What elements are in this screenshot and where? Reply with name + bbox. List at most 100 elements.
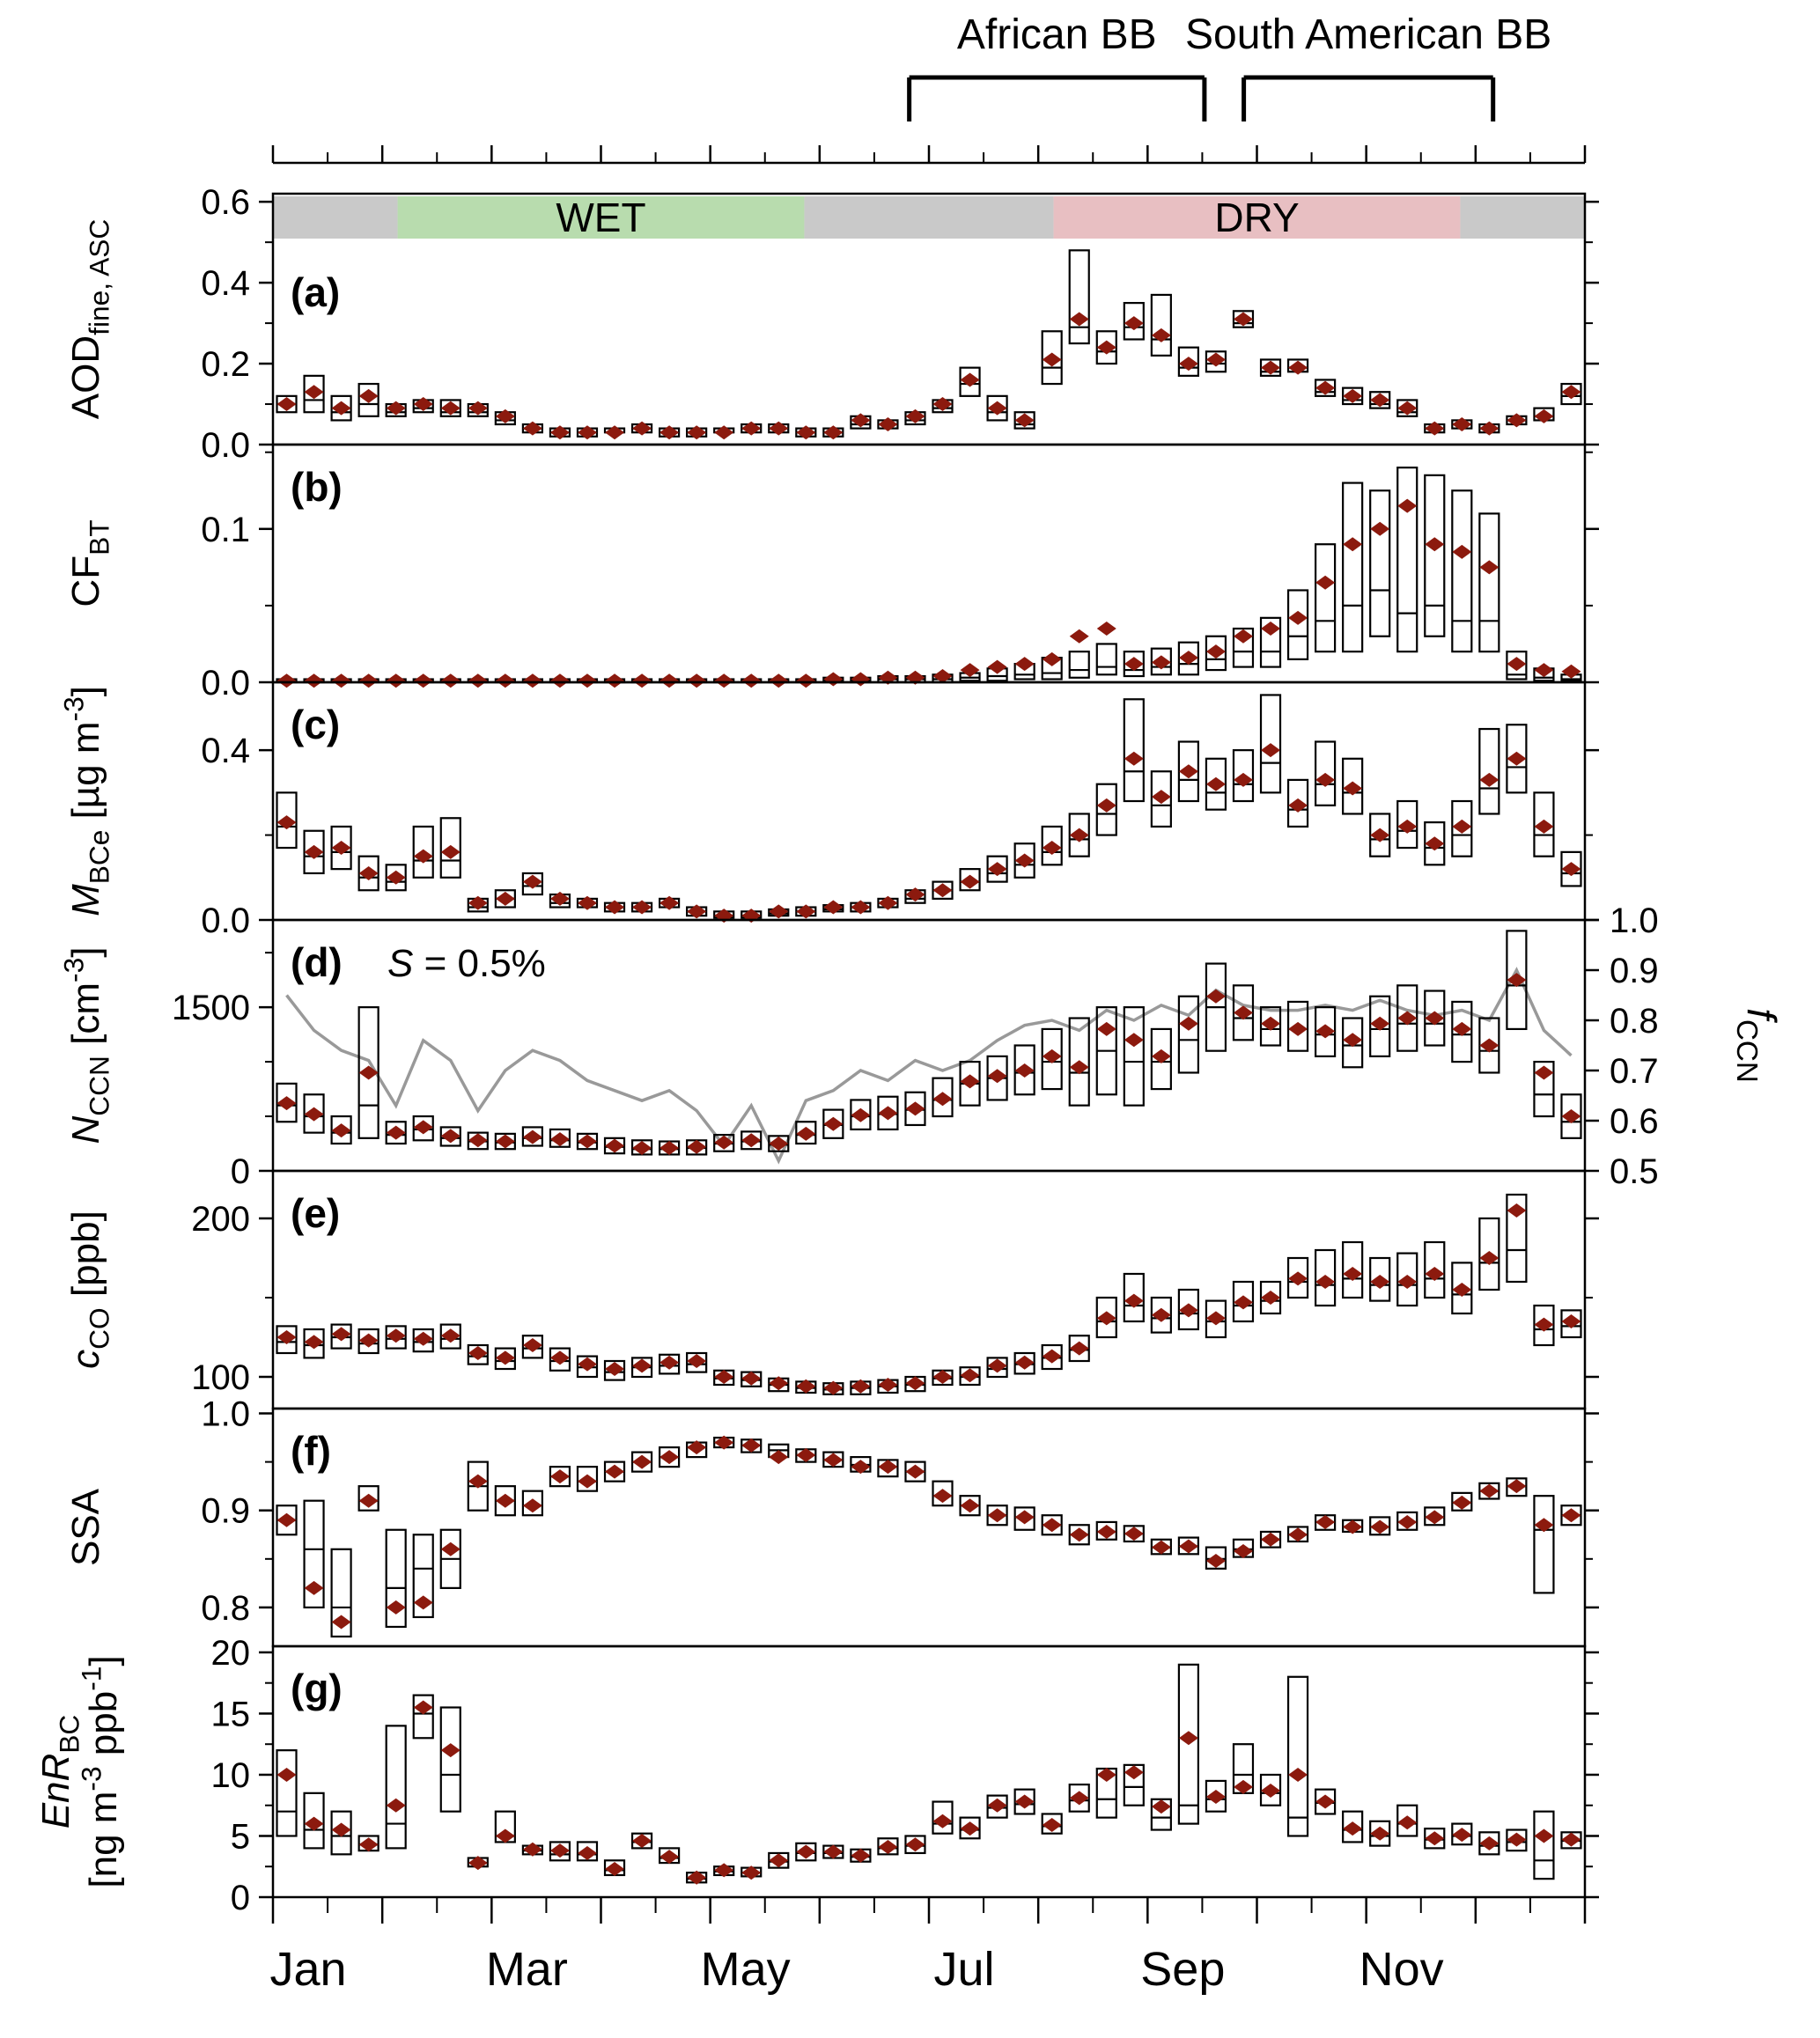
mean-diamond xyxy=(1151,790,1171,805)
mean-diamond xyxy=(878,1840,898,1854)
mean-diamond xyxy=(987,401,1007,416)
mean-diamond xyxy=(632,421,652,436)
mean-diamond xyxy=(1561,1832,1581,1847)
box xyxy=(357,1485,379,1512)
mean-diamond xyxy=(687,904,707,919)
mean-diamond xyxy=(1397,1514,1418,1529)
box xyxy=(1369,489,1391,637)
mean-diamond xyxy=(1507,1203,1527,1218)
mean-diamond xyxy=(960,874,980,889)
mean-diamond xyxy=(413,673,433,688)
mean-diamond xyxy=(823,425,844,440)
box xyxy=(1013,1506,1035,1531)
boxes xyxy=(276,249,1582,440)
box xyxy=(1205,350,1227,373)
box xyxy=(986,1794,1008,1819)
mean-diamond xyxy=(1452,1828,1472,1843)
box xyxy=(1396,799,1418,850)
box xyxy=(330,1810,352,1856)
mean-diamond xyxy=(358,388,379,403)
mean-diamond xyxy=(1151,655,1171,670)
supersaturation-annotation: S = 0.5% xyxy=(387,942,546,985)
panel-frame xyxy=(271,1644,1587,1899)
mean-diamond xyxy=(549,673,570,688)
mean-diamond xyxy=(1479,1836,1499,1850)
mean-diamond xyxy=(1151,1048,1171,1063)
box xyxy=(932,1800,954,1835)
mean-diamond xyxy=(1425,1011,1445,1026)
fccn-axis-label: fCCN xyxy=(1730,1008,1785,1083)
panel-letter: (c) xyxy=(291,702,340,747)
mean-diamond xyxy=(1178,764,1198,779)
mean-diamond xyxy=(851,672,871,687)
mean-diamond xyxy=(413,1595,433,1610)
mean-diamond xyxy=(769,904,789,919)
mean-diamond xyxy=(632,1834,652,1849)
mean-diamond xyxy=(495,408,515,423)
mean-diamond xyxy=(358,673,379,688)
box xyxy=(1095,783,1117,836)
right-tick-label: 0.8 xyxy=(1610,1002,1659,1041)
box xyxy=(1396,1511,1418,1531)
mean-diamond xyxy=(878,1460,898,1475)
boxes xyxy=(276,467,1582,688)
mean-diamond xyxy=(1096,1311,1116,1326)
mean-diamond xyxy=(1452,544,1472,559)
box xyxy=(276,1325,298,1355)
mean-diamond xyxy=(522,874,542,889)
mean-diamond xyxy=(932,1370,953,1384)
box xyxy=(576,1841,599,1862)
box xyxy=(1478,512,1500,653)
panel-d: 0 1500 0.5 0.6 0.7 0.8 0.9 1.0 fCCN NCCN [cm-3] (d… xyxy=(57,901,1785,1191)
box xyxy=(822,1108,844,1139)
box xyxy=(1150,1798,1172,1831)
mean-diamond xyxy=(1561,385,1581,400)
mean-diamond xyxy=(905,1376,925,1391)
mean-diamond xyxy=(1315,380,1336,395)
mean-diamond xyxy=(1370,1016,1390,1031)
mean-diamond xyxy=(605,673,625,688)
box xyxy=(1123,302,1145,341)
mean-diamond xyxy=(577,1474,597,1489)
mean-diamond xyxy=(331,673,351,688)
mean-diamond xyxy=(851,900,871,915)
mean-diamond xyxy=(1178,1016,1198,1031)
box xyxy=(1315,379,1337,397)
y-axis-label: NCCN [cm-3] xyxy=(57,947,114,1144)
month-label-may: May xyxy=(701,1943,791,1996)
box xyxy=(1533,1810,1555,1880)
mean-diamond xyxy=(1452,417,1472,432)
mean-diamond xyxy=(495,1350,515,1365)
box xyxy=(1424,1506,1446,1527)
mean-diamond xyxy=(960,1821,980,1836)
mean-diamond xyxy=(1288,1271,1308,1286)
mean-diamond xyxy=(1261,1784,1281,1799)
mean-diamond xyxy=(1014,1794,1035,1809)
mean-diamond xyxy=(1561,1314,1581,1328)
mean-diamond xyxy=(1069,1527,1089,1542)
mean-diamond xyxy=(851,1107,871,1122)
y-axis-label: CFBT xyxy=(64,519,114,607)
season-bar-segment xyxy=(804,196,1054,239)
y-axis-label: EnRBC xyxy=(34,1715,85,1829)
mean-diamond xyxy=(1233,629,1253,644)
box xyxy=(521,1126,543,1147)
mean-diamond xyxy=(1397,1011,1418,1026)
mean-diamond xyxy=(522,1842,542,1857)
mean-diamond xyxy=(987,1798,1007,1813)
y-tick-label: 0.4 xyxy=(201,732,250,770)
mean-diamond xyxy=(1288,1767,1308,1782)
mean-diamond xyxy=(1479,421,1499,436)
mean-diamond xyxy=(1069,1791,1089,1806)
mean-diamond xyxy=(851,1460,871,1475)
campaign-brackets: African BB South American BB xyxy=(907,11,1551,121)
mean-diamond xyxy=(468,401,488,416)
mean-diamond xyxy=(605,425,625,440)
mean-diamond xyxy=(1014,413,1035,428)
mean-diamond xyxy=(987,659,1007,674)
mean-diamond xyxy=(1452,819,1472,834)
mean-diamond xyxy=(1452,1021,1472,1036)
mean-diamond xyxy=(659,673,680,688)
y-tick-label: 10 xyxy=(211,1756,251,1795)
mean-diamond xyxy=(1205,1554,1226,1569)
